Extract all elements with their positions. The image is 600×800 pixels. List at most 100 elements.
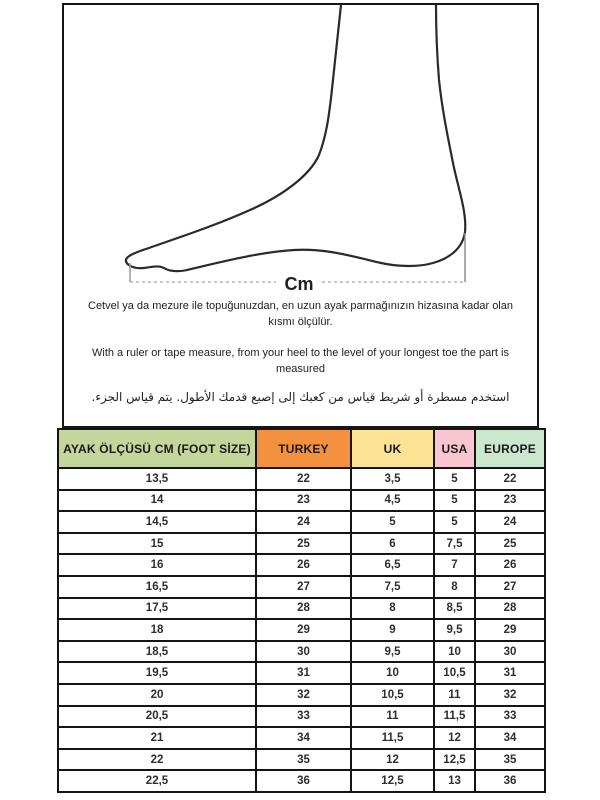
table-row: 19,5 31 10 10,5 31 [57,661,546,685]
table-cell: 11 [433,682,476,707]
table-cell: 26 [474,553,546,577]
table-cell: 16,5 [57,574,257,599]
table-cell: 33 [474,704,546,729]
size-table-header-cell: USA [433,428,476,469]
size-table-header-cell: AYAK ÖLÇÜSÜ CM (FOOT SİZE) [57,428,257,469]
table-cell: 27 [474,574,546,599]
table-cell: 11 [350,704,435,729]
table-cell: 5 [350,510,435,534]
table-cell: 29 [474,618,546,642]
table-cell: 22,5 [57,769,257,793]
table-cell: 5 [433,510,476,534]
table-cell: 27 [255,574,352,599]
table-cell: 12,5 [350,769,435,793]
table-cell: 5 [433,488,476,513]
size-conversion-table: AYAK ÖLÇÜSÜ CM (FOOT SİZE) TURKEY UK USA… [57,428,546,793]
table-cell: 20 [57,682,257,707]
table-cell: 32 [474,682,546,707]
table-row: 13,5 22 3,5 5 22 [57,467,546,491]
table-cell: 9 [350,618,435,642]
size-table-header-cell: EUROPE [474,428,546,469]
instruction-english: With a ruler or tape measure, from your … [92,347,509,375]
table-cell: 10,5 [350,682,435,707]
table-cell: 20,5 [57,704,257,729]
table-cell: 24 [474,510,546,534]
table-cell: 8 [350,596,435,621]
table-cell: 11,5 [350,726,435,750]
instruction-arabic: استخدم مسطرة أو شريط قياس من كعبك إلى إص… [91,390,510,404]
foot-measurement-diagram: Cm [124,5,467,294]
table-cell: 33 [255,704,352,729]
size-table-header-cell: UK [350,428,435,469]
table-cell: 22 [474,467,546,491]
table-cell: 31 [474,661,546,685]
table-cell: 6,5 [350,553,435,577]
size-table-header: AYAK ÖLÇÜSÜ CM (FOOT SİZE) TURKEY UK USA… [57,428,546,469]
table-cell: 22 [57,747,257,772]
table-cell: 22 [255,467,352,491]
table-cell: 34 [474,726,546,750]
table-cell: 8,5 [433,596,476,621]
table-cell: 19,5 [57,661,257,685]
table-cell: 12 [350,747,435,772]
table-cell: 12 [433,726,476,750]
table-cell: 16 [57,553,257,577]
table-cell: 5 [433,467,476,491]
table-cell: 26 [255,553,352,577]
table-cell: 35 [255,747,352,772]
table-cell: 3,5 [350,467,435,491]
table-cell: 30 [255,639,352,664]
table-cell: 10 [350,661,435,685]
header-row: AYAK ÖLÇÜSÜ CM (FOOT SİZE) TURKEY UK USA… [57,428,546,469]
table-cell: 32 [255,682,352,707]
table-row: 15 25 6 7,5 25 [57,531,546,556]
table-cell: 15 [57,531,257,556]
size-table-body: 13,5 22 3,5 5 22 14 23 4,5 5 23 14,5 24 5 5 24 15 25 6 7,5… [57,467,546,793]
instruction-turkish: Cetvel ya da mezure ile topuğunuzdan, en… [88,300,513,328]
table-cell: 10 [433,639,476,664]
table-cell: 8 [433,574,476,599]
table-cell: 29 [255,618,352,642]
table-row: 20 32 10,5 11 32 [57,682,546,707]
table-cell: 21 [57,726,257,750]
table-row: 22,5 36 12,5 13 36 [57,769,546,793]
measurement-frame: Cm Cetvel ya da mezure ile topuğunuzdan,… [62,3,539,428]
table-cell: 12,5 [433,747,476,772]
cm-label: Cm [284,274,313,294]
table-row: 20,5 33 11 11,5 33 [57,704,546,729]
table-row: 17,5 28 8 8,5 28 [57,596,546,621]
table-cell: 24 [255,510,352,534]
table-cell: 4,5 [350,488,435,513]
table-cell: 28 [255,596,352,621]
table-cell: 36 [255,769,352,793]
table-cell: 13,5 [57,467,257,491]
table-cell: 18,5 [57,639,257,664]
table-cell: 7,5 [433,531,476,556]
size-table-header-cell: TURKEY [255,428,352,469]
table-row: 22 35 12 12,5 35 [57,747,546,772]
table-row: 16,5 27 7,5 8 27 [57,574,546,599]
table-cell: 7,5 [350,574,435,599]
table-cell: 18 [57,618,257,642]
table-row: 14,5 24 5 5 24 [57,510,546,534]
table-cell: 14,5 [57,510,257,534]
table-cell: 10,5 [433,661,476,685]
table-cell: 9,5 [433,618,476,642]
table-cell: 23 [255,488,352,513]
table-cell: 35 [474,747,546,772]
table-cell: 6 [350,531,435,556]
table-row: 18,5 30 9,5 10 30 [57,639,546,664]
table-cell: 17,5 [57,596,257,621]
table-cell: 36 [474,769,546,793]
table-row: 18 29 9 9,5 29 [57,618,546,642]
table-row: 21 34 11,5 12 34 [57,726,546,750]
table-cell: 13 [433,769,476,793]
table-cell: 28 [474,596,546,621]
table-cell: 11,5 [433,704,476,729]
table-cell: 9,5 [350,639,435,664]
instructions-block: Cetvel ya da mezure ile topuğunuzdan, en… [64,298,537,405]
table-cell: 7 [433,553,476,577]
table-cell: 23 [474,488,546,513]
foot-outline [124,5,467,273]
